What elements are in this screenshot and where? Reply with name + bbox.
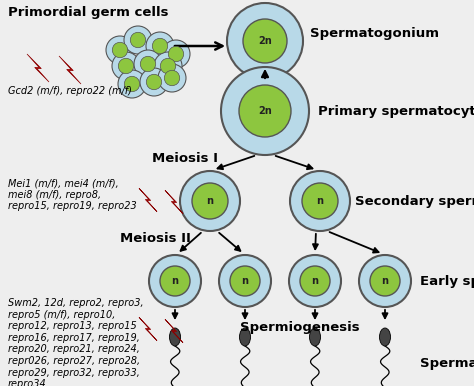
Text: Meiosis I: Meiosis I	[152, 151, 218, 164]
Text: Secondary spermatocyte: Secondary spermatocyte	[355, 195, 474, 208]
Polygon shape	[139, 317, 157, 341]
Text: Gcd2 (m/f), repro22 (m/f): Gcd2 (m/f), repro22 (m/f)	[8, 86, 132, 96]
Circle shape	[168, 46, 184, 62]
Circle shape	[140, 56, 155, 72]
Circle shape	[243, 19, 287, 63]
Text: Mei1 (m/f), mei4 (m/f),
mei8 (m/f), repro8,
repro15, repro19, repro23: Mei1 (m/f), mei4 (m/f), mei8 (m/f), repr…	[8, 178, 137, 211]
Circle shape	[227, 3, 303, 79]
Circle shape	[140, 68, 168, 96]
Text: n: n	[311, 276, 319, 286]
Text: Meiosis II: Meiosis II	[119, 232, 191, 244]
Circle shape	[130, 32, 146, 48]
Circle shape	[146, 74, 162, 90]
Circle shape	[230, 266, 260, 296]
Circle shape	[180, 171, 240, 231]
Ellipse shape	[380, 328, 391, 346]
Circle shape	[154, 52, 182, 80]
Circle shape	[370, 266, 400, 296]
Text: n: n	[382, 276, 389, 286]
Circle shape	[221, 67, 309, 155]
Polygon shape	[139, 188, 157, 212]
Circle shape	[160, 58, 176, 74]
Polygon shape	[165, 190, 183, 214]
Circle shape	[359, 255, 411, 307]
Circle shape	[149, 255, 201, 307]
Text: Spermatozoa: Spermatozoa	[420, 357, 474, 371]
Circle shape	[134, 50, 162, 78]
Circle shape	[112, 42, 128, 58]
Text: Spermiogenesis: Spermiogenesis	[240, 322, 360, 335]
Circle shape	[152, 38, 168, 54]
Ellipse shape	[170, 328, 181, 346]
Text: n: n	[241, 276, 248, 286]
Text: Primary spermatocyte: Primary spermatocyte	[318, 105, 474, 117]
Circle shape	[164, 70, 180, 86]
Circle shape	[290, 171, 350, 231]
Circle shape	[302, 183, 338, 219]
Text: Early spermatid: Early spermatid	[420, 274, 474, 288]
Polygon shape	[165, 319, 183, 343]
Circle shape	[160, 266, 190, 296]
Circle shape	[124, 26, 152, 54]
Circle shape	[118, 58, 134, 74]
Circle shape	[289, 255, 341, 307]
Text: 2n: 2n	[258, 36, 272, 46]
Ellipse shape	[239, 328, 250, 346]
Text: n: n	[317, 196, 323, 206]
Circle shape	[300, 266, 330, 296]
Circle shape	[158, 64, 186, 92]
Circle shape	[118, 70, 146, 98]
Circle shape	[146, 32, 174, 60]
Text: 2n: 2n	[258, 106, 272, 116]
Circle shape	[124, 76, 140, 92]
Text: Swm2, 12d, repro2, repro3,
repro5 (m/f), repro10,
repro12, repro13, repro15
repr: Swm2, 12d, repro2, repro3, repro5 (m/f),…	[8, 298, 144, 386]
Circle shape	[112, 52, 140, 80]
Polygon shape	[27, 54, 49, 82]
Text: Primordial germ cells: Primordial germ cells	[8, 6, 168, 19]
Circle shape	[219, 255, 271, 307]
Ellipse shape	[310, 328, 320, 346]
Circle shape	[162, 40, 190, 68]
Polygon shape	[59, 56, 81, 84]
Circle shape	[106, 36, 134, 64]
Text: n: n	[172, 276, 179, 286]
Text: Spermatogonium: Spermatogonium	[310, 27, 439, 41]
Text: n: n	[207, 196, 213, 206]
Circle shape	[239, 85, 291, 137]
Circle shape	[192, 183, 228, 219]
